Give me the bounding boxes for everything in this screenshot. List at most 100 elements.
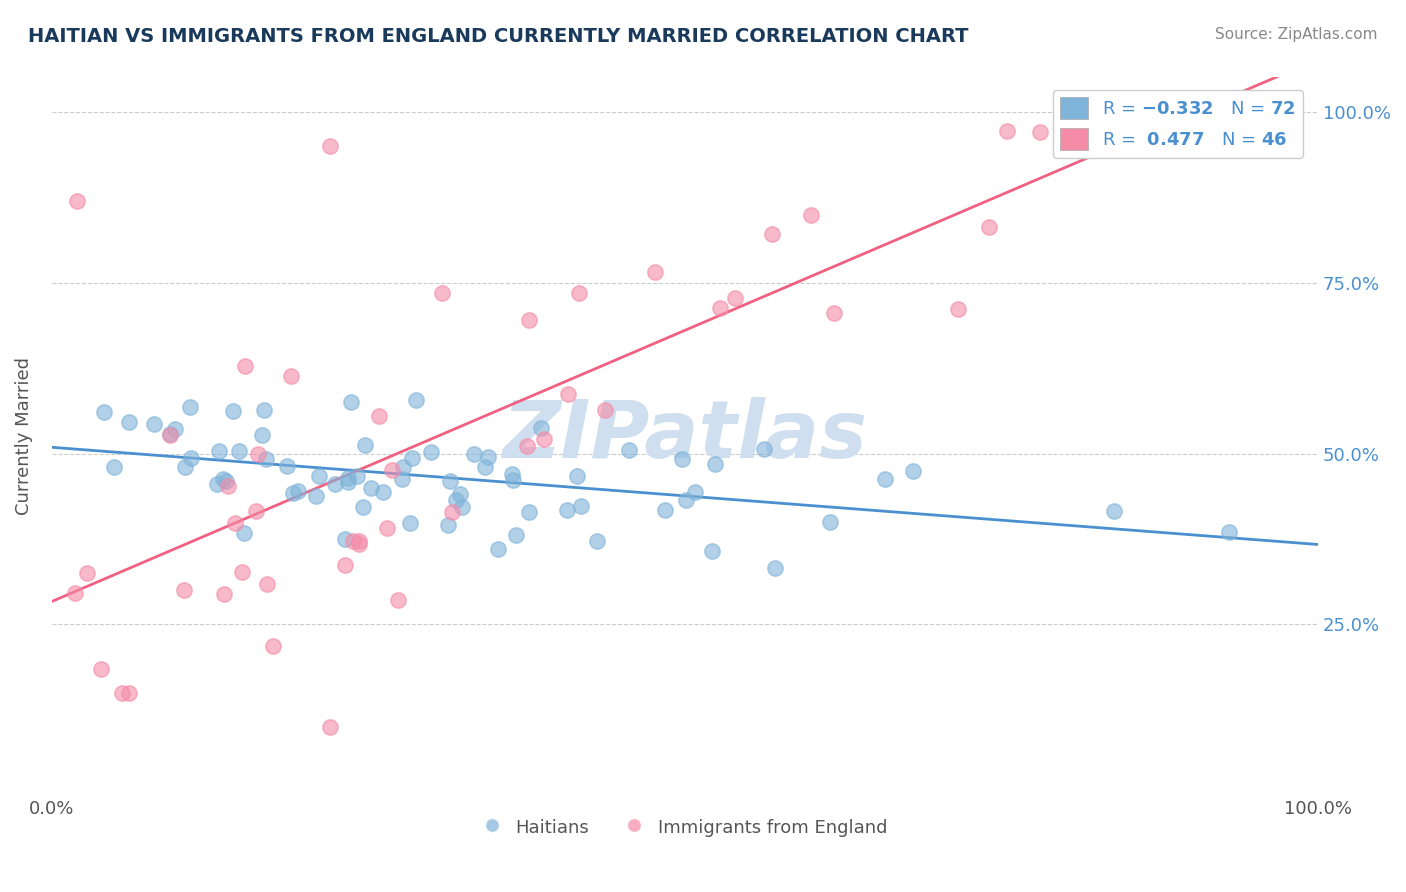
Point xyxy=(335,558,357,572)
Point xyxy=(823,306,845,320)
Point xyxy=(180,450,202,465)
Point xyxy=(163,422,186,436)
Point xyxy=(463,447,485,461)
Point xyxy=(703,457,725,471)
Point xyxy=(477,450,499,464)
Point xyxy=(224,516,246,530)
Point xyxy=(174,460,197,475)
Point xyxy=(90,662,112,676)
Point xyxy=(221,404,243,418)
Point xyxy=(948,301,970,316)
Point xyxy=(280,368,302,383)
Point xyxy=(441,505,464,519)
Point xyxy=(347,533,370,548)
Point xyxy=(76,566,98,580)
Point xyxy=(245,504,267,518)
Point xyxy=(287,483,309,498)
Point xyxy=(654,502,676,516)
Point xyxy=(474,459,496,474)
Point xyxy=(262,640,284,654)
Point xyxy=(501,467,523,481)
Point xyxy=(215,474,238,488)
Point xyxy=(516,439,538,453)
Point xyxy=(217,479,239,493)
Point xyxy=(683,484,706,499)
Point xyxy=(901,464,924,478)
Text: Source: ZipAtlas.com: Source: ZipAtlas.com xyxy=(1215,27,1378,42)
Point xyxy=(368,409,391,423)
Point xyxy=(391,471,413,485)
Point xyxy=(246,447,269,461)
Point xyxy=(66,194,89,208)
Point xyxy=(405,392,427,407)
Point xyxy=(1104,504,1126,518)
Point xyxy=(401,450,423,465)
Point xyxy=(555,503,578,517)
Point xyxy=(724,291,747,305)
Point xyxy=(308,468,330,483)
Point xyxy=(231,566,253,580)
Point xyxy=(342,533,364,548)
Point xyxy=(430,286,453,301)
Point xyxy=(281,486,304,500)
Point xyxy=(1028,125,1050,139)
Point xyxy=(276,459,298,474)
Point xyxy=(702,544,724,558)
Point xyxy=(709,301,731,315)
Point xyxy=(392,459,415,474)
Point xyxy=(486,541,509,556)
Point xyxy=(228,444,250,458)
Point xyxy=(399,516,422,531)
Point xyxy=(63,585,86,599)
Point xyxy=(233,525,256,540)
Point xyxy=(593,403,616,417)
Point xyxy=(533,432,555,446)
Point xyxy=(569,499,592,513)
Point xyxy=(979,220,1001,235)
Point xyxy=(336,475,359,490)
Point xyxy=(644,265,666,279)
Point xyxy=(517,312,540,326)
Point xyxy=(530,420,553,434)
Point xyxy=(800,208,823,222)
Point xyxy=(505,527,527,541)
Point xyxy=(118,415,141,429)
Point xyxy=(617,442,640,457)
Point xyxy=(253,403,276,417)
Point xyxy=(675,493,697,508)
Point xyxy=(173,583,195,598)
Point xyxy=(143,417,166,432)
Point xyxy=(352,500,374,515)
Point xyxy=(337,471,360,485)
Point xyxy=(377,521,399,535)
Point xyxy=(387,593,409,607)
Point xyxy=(763,561,786,575)
Point xyxy=(319,720,342,734)
Point xyxy=(419,444,441,458)
Point xyxy=(568,285,591,300)
Point xyxy=(205,476,228,491)
Point xyxy=(117,685,139,699)
Point xyxy=(439,474,461,488)
Point xyxy=(254,452,277,467)
Point xyxy=(339,395,361,409)
Point xyxy=(752,442,775,456)
Point xyxy=(567,469,589,483)
Point xyxy=(347,537,370,551)
Point xyxy=(381,463,404,477)
Point xyxy=(305,489,328,503)
Point xyxy=(354,438,377,452)
Point xyxy=(333,532,356,546)
Point xyxy=(586,534,609,549)
Point xyxy=(159,428,181,442)
Point xyxy=(212,472,235,486)
Point xyxy=(179,400,201,414)
Point xyxy=(820,515,842,529)
Text: ZIPatlas: ZIPatlas xyxy=(502,398,868,475)
Point xyxy=(444,492,467,507)
Point xyxy=(256,577,278,591)
Point xyxy=(437,517,460,532)
Point xyxy=(761,227,783,241)
Point xyxy=(323,477,346,491)
Point xyxy=(502,473,524,487)
